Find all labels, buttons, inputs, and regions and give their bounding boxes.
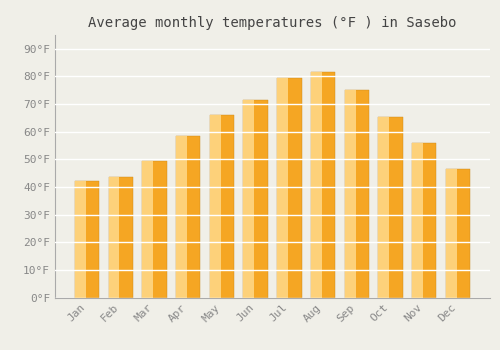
Bar [210, 115, 220, 298]
Bar [378, 117, 390, 298]
Bar [75, 181, 99, 298]
Bar [75, 181, 86, 298]
Bar [277, 78, 288, 298]
Bar [277, 78, 301, 298]
Bar [446, 169, 457, 298]
Bar [108, 177, 120, 298]
Bar [176, 136, 187, 298]
Bar [176, 136, 201, 298]
Bar [344, 90, 356, 298]
Bar [311, 72, 336, 298]
Bar [210, 115, 234, 298]
Bar [142, 161, 153, 298]
Bar [142, 161, 167, 298]
Title: Average monthly temperatures (°F ) in Sasebo: Average monthly temperatures (°F ) in Sa… [88, 16, 457, 30]
Bar [344, 90, 369, 298]
Bar [311, 72, 322, 298]
Bar [412, 143, 423, 298]
Bar [378, 117, 402, 298]
Bar [244, 100, 268, 298]
Bar [446, 169, 470, 298]
Bar [244, 100, 254, 298]
Bar [108, 177, 133, 298]
Bar [412, 143, 436, 298]
